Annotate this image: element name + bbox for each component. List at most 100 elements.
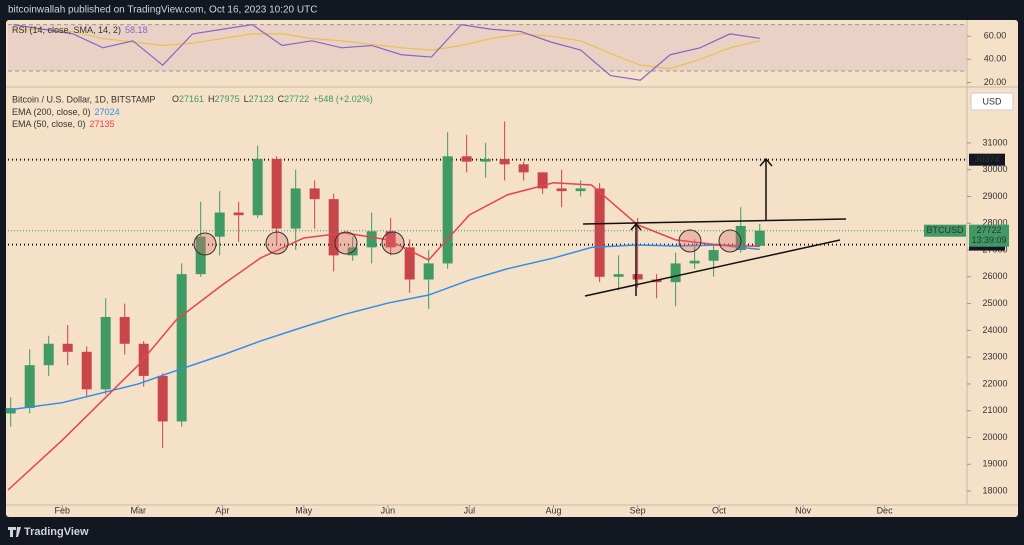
ohlc-value: 27123 [249, 94, 274, 104]
legend-entry: EMA (200, close, 0) 27024 [12, 107, 120, 117]
candle-body [518, 164, 529, 173]
y-tick-label: 18000 [982, 485, 1007, 495]
x-tick-label: Aug [545, 505, 561, 515]
candle-body [271, 158, 282, 229]
legend-name: EMA (50, close, 0) [12, 119, 86, 129]
y-tick-label: 23000 [982, 352, 1007, 362]
candle-body [366, 231, 377, 248]
candle-body [328, 199, 339, 256]
candle-body [24, 365, 35, 409]
trendline [582, 218, 847, 225]
circle [265, 231, 289, 255]
circle [334, 231, 358, 255]
circle [193, 232, 217, 256]
candle-body [119, 316, 130, 344]
y-tick-label: 22000 [982, 378, 1007, 388]
level-tag-label: 30374 [974, 154, 999, 164]
level-tag [969, 153, 1005, 166]
x-tick-label: Mar [131, 505, 147, 515]
rsi-line [13, 28, 760, 70]
change: +548 (+2.02%) [313, 94, 373, 104]
y-tick-label: 20000 [982, 432, 1007, 442]
candle-body [43, 343, 54, 366]
candle-body [309, 188, 320, 200]
x-tick-label: May [295, 505, 313, 515]
x-tick-label: Jul [464, 505, 476, 515]
drawings [582, 157, 847, 297]
legend-title: Bitcoin / U.S. Dollar, 1D, BITSTAMP [12, 94, 155, 104]
x-tick-label: Jun [381, 505, 396, 515]
arrow [630, 222, 642, 296]
y-tick-label: 60.00 [984, 31, 1007, 41]
candle-body [214, 212, 225, 237]
y-tick-label: 19000 [982, 459, 1007, 469]
candle-body [632, 274, 643, 280]
candle-body [499, 158, 510, 165]
countdown: 13:39:09 [971, 235, 1006, 245]
y-tick-label: 26000 [982, 271, 1007, 281]
markers [193, 229, 742, 256]
y-tick-label: 30000 [982, 164, 1007, 174]
candle-body [556, 188, 567, 192]
ohlc-label: H [208, 94, 215, 104]
candle-body [290, 188, 301, 229]
candle-body [708, 250, 719, 261]
candle-body [461, 156, 472, 162]
candle-body [62, 343, 73, 352]
candle-body [423, 263, 434, 280]
candle-body [594, 188, 605, 277]
legend-value: 27024 [95, 107, 120, 117]
ohlc-value: 27722 [284, 94, 309, 104]
ohlc-value: 27975 [215, 94, 240, 104]
candle-body [537, 172, 548, 189]
candle-body [233, 212, 244, 216]
x-tick-label: Feb [55, 505, 71, 515]
price-tag-label: 27722 [976, 225, 1001, 235]
rsi-band [8, 24, 966, 71]
rsi-value: 58.18 [125, 25, 148, 35]
legend-value: 27135 [90, 119, 115, 129]
legend-name: EMA (200, close, 0) [12, 107, 91, 117]
x-tick-label: Apr [215, 505, 229, 515]
ohlc-label: C [278, 94, 285, 104]
y-tick-label: 29000 [982, 191, 1007, 201]
trendline [584, 239, 841, 297]
footer: TradingView [24, 526, 89, 538]
candle-body [442, 156, 453, 264]
y-tick-label: 28000 [982, 218, 1007, 228]
candle-body [575, 188, 586, 192]
arrow [759, 157, 773, 220]
circle [678, 229, 702, 253]
symbol-tag-label: BTCUSD [926, 225, 964, 235]
candle-body [689, 260, 700, 264]
currency-button [970, 92, 1014, 111]
ohlc-label: L [244, 94, 249, 104]
x-tick-label: Sep [630, 505, 646, 515]
candle-body [670, 263, 681, 283]
symbol-tag [924, 224, 966, 237]
y-tick-label: 40.00 [984, 54, 1007, 64]
legend-entry: EMA (50, close, 0) 27135 [12, 119, 115, 129]
candle-body [613, 274, 624, 277]
x-tick-label: Nov [795, 505, 812, 515]
candle-body [754, 230, 765, 246]
y-tick-label: 25000 [982, 298, 1007, 308]
currency: USD [982, 96, 1002, 106]
candle-body [404, 247, 415, 280]
ema-line [7, 244, 760, 411]
rsi-line [13, 23, 760, 81]
candle-body [195, 236, 206, 275]
rsi-legend: RSI (14, close, SMA, 14, 2) 58.18 [12, 25, 148, 35]
candle-body [385, 231, 396, 248]
ohlc-label: O [172, 94, 179, 104]
logo [8, 527, 21, 537]
circle [718, 229, 742, 253]
y-tick-label: 21000 [982, 405, 1007, 415]
y-tick-label: 31000 [982, 137, 1007, 147]
candle-body [81, 351, 92, 390]
y-tick-label: 20.00 [984, 77, 1007, 87]
circle [381, 231, 405, 255]
candle-body [100, 316, 111, 390]
price-tag [969, 224, 1009, 247]
